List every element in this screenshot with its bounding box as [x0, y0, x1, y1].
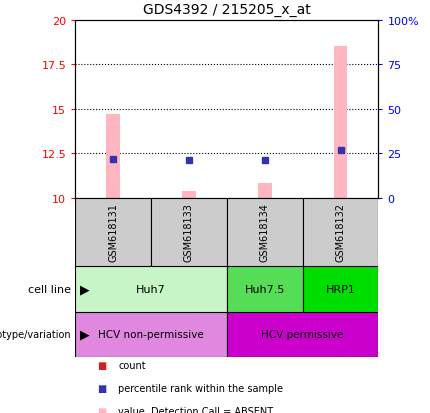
Text: count: count	[118, 361, 146, 370]
Title: GDS4392 / 215205_x_at: GDS4392 / 215205_x_at	[143, 3, 311, 17]
Bar	[106, 115, 120, 198]
Text: GSM618132: GSM618132	[335, 203, 346, 262]
Text: ■: ■	[97, 361, 106, 370]
Text: Huh7: Huh7	[136, 284, 166, 294]
Text: genotype/variation: genotype/variation	[0, 330, 71, 339]
Bar	[334, 47, 347, 198]
Bar	[303, 266, 378, 312]
Text: cell line: cell line	[28, 284, 71, 294]
Text: GSM618134: GSM618134	[260, 203, 270, 262]
Text: ▶: ▶	[80, 328, 89, 341]
Text: Huh7.5: Huh7.5	[245, 284, 285, 294]
Bar	[151, 198, 227, 266]
Text: ■: ■	[97, 383, 106, 393]
Text: ■: ■	[97, 406, 106, 413]
Text: GSM618131: GSM618131	[108, 203, 118, 262]
Text: HRP1: HRP1	[326, 284, 356, 294]
Bar	[75, 198, 151, 266]
Bar	[258, 184, 271, 198]
Bar	[227, 312, 378, 357]
Text: value, Detection Call = ABSENT: value, Detection Call = ABSENT	[118, 406, 273, 413]
Bar	[75, 312, 227, 357]
Bar	[227, 198, 303, 266]
Bar	[227, 266, 303, 312]
Bar	[303, 198, 378, 266]
Text: percentile rank within the sample: percentile rank within the sample	[118, 383, 283, 393]
Bar	[75, 266, 227, 312]
Text: GSM618133: GSM618133	[184, 203, 194, 262]
Text: HCV permissive: HCV permissive	[261, 330, 344, 339]
Text: ▶: ▶	[80, 282, 89, 296]
Bar	[182, 191, 196, 198]
Text: HCV non-permissive: HCV non-permissive	[98, 330, 204, 339]
